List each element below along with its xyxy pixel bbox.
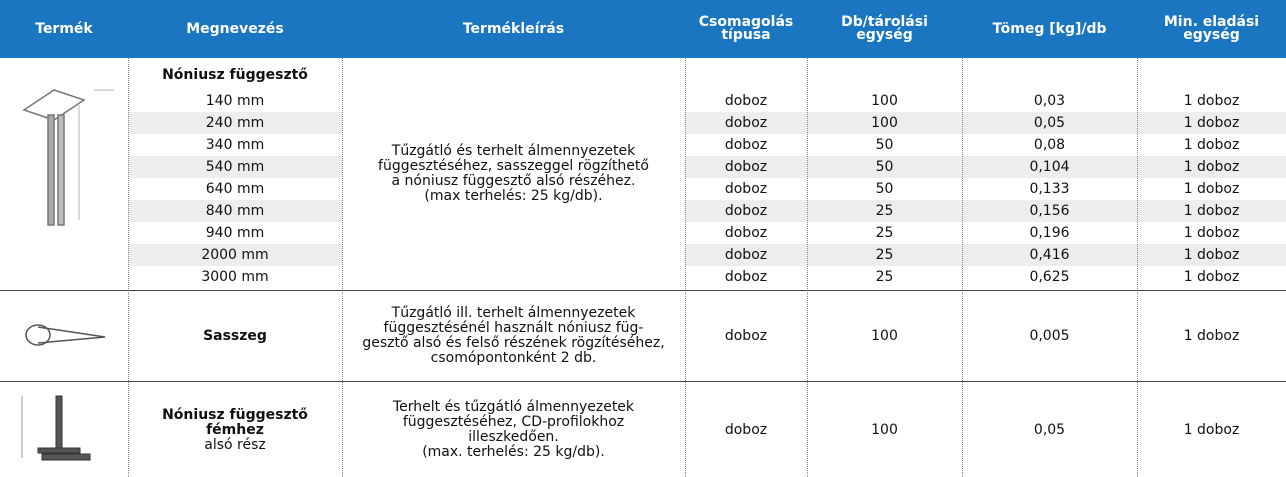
size-cell: 340 mm: [205, 136, 265, 153]
size-cell: 540 mm: [205, 158, 265, 175]
value-cell: 1 doboz: [1183, 202, 1240, 219]
product-name: Nóniusz függesztő fémhez: [162, 406, 308, 438]
value-cell: 100: [871, 421, 898, 438]
product-image-bracket: [21, 395, 91, 461]
size-cell: 2000 mm: [201, 246, 269, 263]
value-cell: doboz: [724, 224, 768, 241]
row-shade: [685, 244, 1286, 266]
value-cell: 50: [875, 136, 894, 153]
value-cell: 1 doboz: [1183, 246, 1240, 263]
value-cell: 0,03: [1033, 92, 1066, 109]
value-cell: 100: [871, 92, 898, 109]
value-cell: doboz: [724, 268, 768, 285]
value-cell: 1 doboz: [1183, 327, 1240, 344]
header-cell: Termékleírás: [462, 20, 565, 37]
size-cell: 640 mm: [205, 180, 265, 197]
group-separator: [0, 290, 1286, 291]
product-description: Terhelt és tűzgátló álmennyezetek függes…: [392, 399, 635, 460]
value-cell: 0,196: [1029, 224, 1070, 241]
value-cell: doboz: [724, 136, 768, 153]
row-shade: [685, 112, 1286, 134]
row-shade: [128, 112, 342, 134]
value-cell: 1 doboz: [1183, 224, 1240, 241]
value-cell: 0,625: [1029, 268, 1070, 285]
header-cell: Megnevezés: [186, 20, 284, 37]
value-cell: 0,416: [1029, 246, 1070, 263]
value-cell: 1 doboz: [1183, 180, 1240, 197]
value-cell: 1 doboz: [1183, 421, 1240, 438]
header-cell: Csomagolás típusa: [698, 14, 794, 43]
product-subname: alsó rész: [204, 436, 266, 453]
value-cell: 50: [875, 158, 894, 175]
row-shade: [685, 156, 1286, 178]
column-separator: [342, 58, 343, 477]
header-cell: Min. eladási egység: [1163, 14, 1260, 43]
value-cell: doboz: [724, 421, 768, 438]
product-image-pin: [25, 324, 106, 346]
header-cell: Termék: [35, 20, 93, 37]
value-cell: 0,133: [1029, 180, 1070, 197]
product-name: Sasszeg: [203, 327, 267, 344]
value-cell: 25: [875, 268, 894, 285]
value-cell: doboz: [724, 180, 768, 197]
column-separator: [962, 58, 963, 477]
size-cell: 240 mm: [205, 114, 265, 131]
value-cell: doboz: [724, 92, 768, 109]
value-cell: 0,104: [1029, 158, 1070, 175]
column-separator: [128, 58, 129, 477]
value-cell: 50: [875, 180, 894, 197]
value-cell: doboz: [724, 202, 768, 219]
group-separator: [0, 381, 1286, 382]
column-separator: [685, 58, 686, 477]
value-cell: doboz: [724, 158, 768, 175]
value-cell: 0,05: [1033, 114, 1066, 131]
row-shade: [128, 156, 342, 178]
value-cell: doboz: [724, 246, 768, 263]
header-cell: Db/tárolási egység: [841, 14, 928, 43]
value-cell: 25: [875, 224, 894, 241]
header-cell: Tömeg [kg]/db: [992, 20, 1107, 37]
value-cell: 25: [875, 202, 894, 219]
product-description: Tűzgátló ill. terhelt álmennyezetek függ…: [362, 305, 665, 366]
size-cell: 840 mm: [205, 202, 265, 219]
column-separator: [1137, 58, 1138, 477]
value-cell: 0,156: [1029, 202, 1070, 219]
row-shade: [128, 244, 342, 266]
size-cell: 940 mm: [205, 224, 265, 241]
row-shade: [128, 200, 342, 222]
header-bar: [0, 0, 1286, 58]
value-cell: 1 doboz: [1183, 136, 1240, 153]
value-cell: 0,05: [1033, 421, 1066, 438]
value-cell: 1 doboz: [1183, 92, 1240, 109]
value-cell: 0,08: [1033, 136, 1066, 153]
product-name-cell: Nóniusz függesztő fémhez alsó rész: [128, 383, 342, 477]
product-name: Nóniusz függesztő: [162, 66, 308, 83]
value-cell: 25: [875, 246, 894, 263]
value-cell: 100: [871, 327, 898, 344]
value-cell: doboz: [724, 327, 768, 344]
column-separator: [807, 58, 808, 477]
row-shade: [685, 200, 1286, 222]
value-cell: 1 doboz: [1183, 158, 1240, 175]
size-cell: 140 mm: [205, 92, 265, 109]
value-cell: 1 doboz: [1183, 114, 1240, 131]
value-cell: 0,005: [1029, 327, 1070, 344]
size-cell: 3000 mm: [201, 268, 269, 285]
product-description: Tűzgátló és terhelt álmennyezetek függes…: [378, 143, 649, 204]
product-image-hanger: [22, 89, 114, 226]
value-cell: doboz: [724, 114, 768, 131]
value-cell: 1 doboz: [1183, 268, 1240, 285]
value-cell: 100: [871, 114, 898, 131]
